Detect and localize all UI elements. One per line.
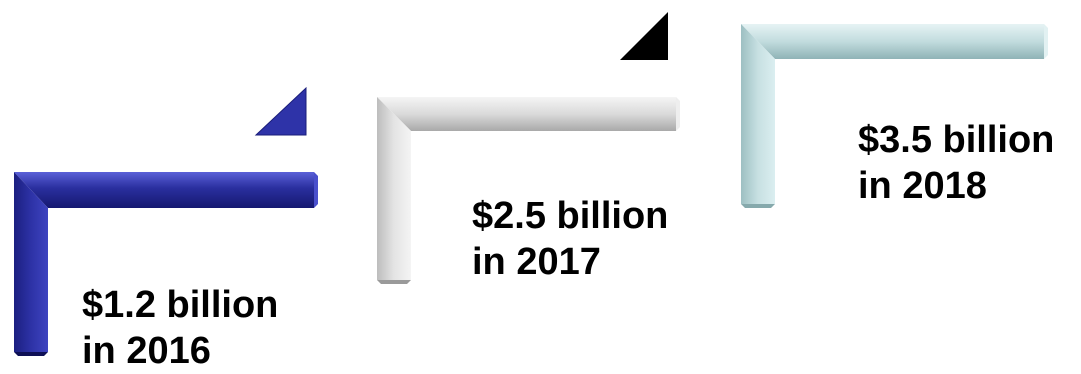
year-text-2016: in 2016 [82, 330, 211, 372]
corner-triangle-2017 [620, 12, 668, 60]
year-text-2017: in 2017 [472, 241, 601, 283]
bracket-2017 [377, 97, 680, 284]
step-label-2018: $3.5 billion in 2018 [858, 117, 1054, 209]
step-label-2016: $1.2 billion in 2016 [82, 282, 278, 374]
amount-text-2016: $1.2 billion [82, 284, 279, 326]
year-text-2018: in 2018 [858, 165, 987, 207]
amount-text-2017: $2.5 billion [472, 195, 669, 237]
amount-text-2018: $3.5 billion [858, 119, 1055, 161]
bracket-2018 [741, 24, 1048, 208]
bracket-2016 [14, 172, 318, 356]
corner-triangle-2016 [254, 86, 307, 136]
step-label-2017: $2.5 billion in 2017 [472, 193, 668, 285]
